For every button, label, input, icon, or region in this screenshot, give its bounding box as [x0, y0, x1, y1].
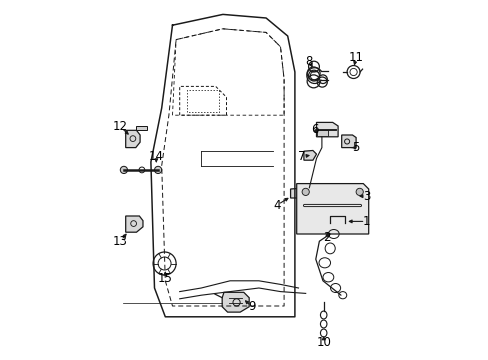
Text: 1: 1 — [363, 215, 370, 228]
Circle shape — [302, 188, 309, 195]
Text: 4: 4 — [273, 199, 280, 212]
Text: 5: 5 — [352, 141, 359, 154]
Polygon shape — [303, 150, 316, 160]
Text: 2: 2 — [323, 231, 330, 244]
Text: 14: 14 — [148, 150, 163, 163]
Polygon shape — [136, 126, 147, 130]
Text: 9: 9 — [247, 300, 255, 313]
Polygon shape — [125, 216, 142, 232]
Circle shape — [355, 188, 363, 195]
Text: 13: 13 — [113, 235, 127, 248]
Circle shape — [154, 166, 162, 174]
Bar — [317, 130, 327, 136]
Text: 7: 7 — [298, 150, 305, 163]
Text: 15: 15 — [158, 273, 172, 285]
Text: 10: 10 — [316, 336, 330, 349]
Text: 3: 3 — [363, 190, 370, 203]
Polygon shape — [296, 184, 368, 234]
Text: 6: 6 — [310, 123, 318, 136]
Polygon shape — [222, 292, 249, 312]
Text: 8: 8 — [305, 55, 312, 68]
Polygon shape — [341, 135, 355, 148]
Polygon shape — [290, 188, 303, 198]
Text: 11: 11 — [348, 51, 363, 64]
Text: 12: 12 — [113, 120, 127, 133]
Circle shape — [120, 166, 127, 174]
Polygon shape — [316, 122, 337, 137]
Polygon shape — [125, 130, 140, 148]
